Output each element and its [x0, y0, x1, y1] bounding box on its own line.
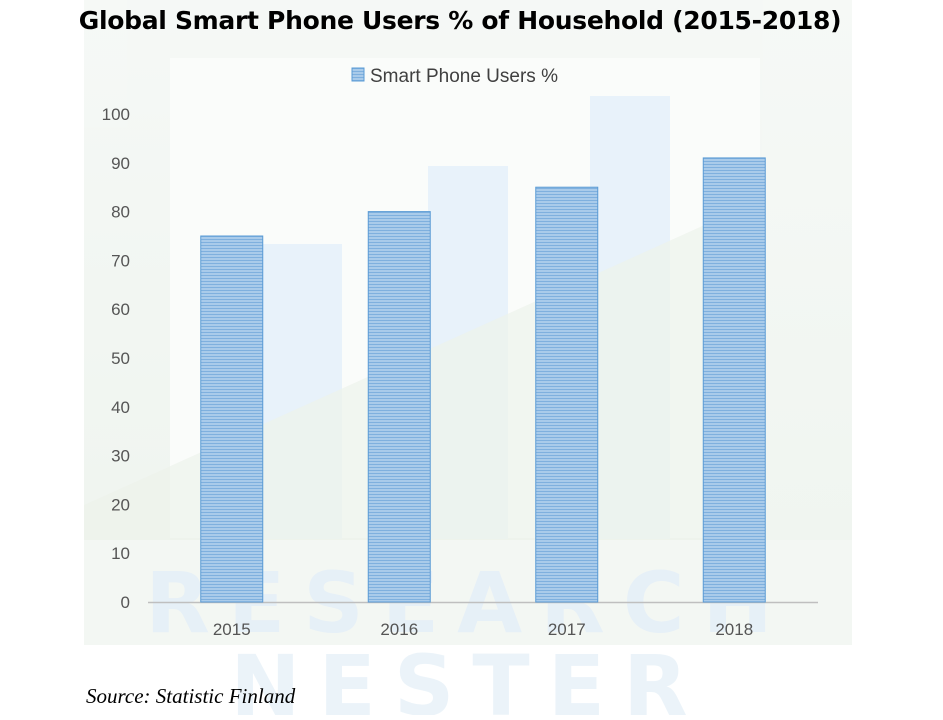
x-tick-label: 2018	[715, 620, 753, 639]
x-tick-label: 2015	[213, 620, 251, 639]
x-tick-label: 2016	[380, 620, 418, 639]
x-tick-label: 2017	[548, 620, 586, 639]
chart-title: Global Smart Phone Users % of Household …	[78, 6, 842, 35]
legend-swatch	[351, 67, 365, 82]
watermark: RESEARCH NESTER	[84, 0, 852, 720]
bar-2018	[702, 157, 766, 603]
bar-2015	[200, 235, 264, 603]
y-tick-label: 90	[111, 154, 130, 173]
axes: 0 10 20 30 40 50 60 70 80 90 100 2015 2016 2017 2018	[102, 105, 818, 639]
y-tick-label: 20	[111, 495, 130, 514]
y-tick-label: 80	[111, 203, 130, 222]
y-tick-label: 30	[111, 447, 130, 466]
watermark-text-2: NESTER	[230, 637, 706, 715]
legend-label: Smart Phone Users %	[370, 66, 558, 87]
y-tick-label: 60	[111, 300, 130, 319]
bar-2017	[535, 186, 599, 603]
bars	[200, 157, 766, 603]
y-tick-label: 50	[111, 349, 130, 368]
y-tick-label: 40	[111, 398, 130, 417]
y-tick-label: 100	[102, 105, 130, 124]
y-tick-label: 10	[111, 544, 130, 563]
legend: Smart Phone Users %	[351, 66, 558, 87]
y-tick-label: 70	[111, 251, 130, 270]
y-tick-label: 0	[121, 593, 130, 612]
source-caption: Source: Statistic Finland	[86, 684, 296, 708]
bar-2016	[367, 211, 431, 603]
